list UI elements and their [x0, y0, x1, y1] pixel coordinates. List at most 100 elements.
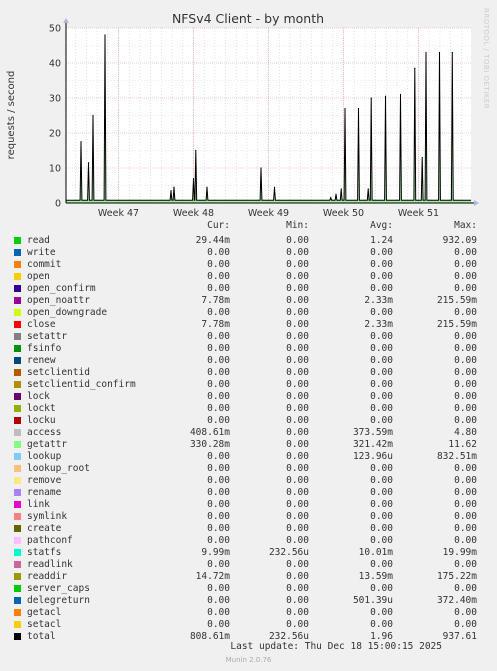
- legend-row-server_caps: server_caps 0.00 0.00 0.00 0.00: [0, 583, 497, 595]
- legend-cur: 0.00: [207, 415, 230, 426]
- legend-row-open: open 0.00 0.00 0.00 0.00: [0, 271, 497, 283]
- legend-avg: 0.00: [370, 523, 393, 534]
- legend-swatch: [14, 465, 21, 472]
- legend-avg: 0.00: [370, 559, 393, 570]
- legend-cur: 7.78m: [201, 319, 230, 330]
- legend-cur: 0.00: [207, 463, 230, 474]
- legend-cur: 0.00: [207, 595, 230, 606]
- legend-max: 19.99m: [442, 547, 477, 558]
- legend-swatch: [14, 345, 21, 352]
- legend-avg: 0.00: [370, 379, 393, 390]
- legend-max: 0.00: [454, 487, 477, 498]
- legend-name: server_caps: [27, 583, 90, 594]
- data-point: [384, 95, 387, 97]
- data-point: [335, 193, 337, 195]
- legend-max: 932.09: [442, 235, 477, 246]
- legend-swatch: [14, 537, 21, 544]
- legend-max: 0.00: [454, 523, 477, 534]
- legend-swatch: [14, 597, 21, 604]
- legend-swatch: [14, 381, 21, 388]
- header-min: Min:: [286, 220, 309, 231]
- legend-max: 0.00: [454, 499, 477, 510]
- legend-swatch: [14, 261, 21, 268]
- legend-max: 4.80: [454, 427, 477, 438]
- data-point: [425, 51, 427, 54]
- x-axis-arrow: [474, 200, 479, 206]
- legend-name: open_noattr: [27, 295, 90, 306]
- legend-avg: 0.00: [370, 367, 393, 378]
- legend-max: 0.00: [454, 271, 477, 282]
- x-tick-label: Week 50: [323, 208, 364, 219]
- legend-avg: 0.00: [370, 511, 393, 522]
- header-cur: Cur:: [207, 220, 230, 231]
- legend-swatch: [14, 357, 21, 364]
- legend-max: 0.00: [454, 535, 477, 546]
- legend-swatch: [14, 633, 21, 640]
- legend-avg: 0.00: [370, 247, 393, 258]
- data-point: [87, 162, 90, 164]
- legend-cur: 0.00: [207, 379, 230, 390]
- legend-cur: 0.00: [207, 523, 230, 534]
- legend-row-lookup_root: lookup_root 0.00 0.00 0.00 0.00: [0, 463, 497, 475]
- legend-cur: 0.00: [207, 451, 230, 462]
- legend-swatch: [14, 525, 21, 532]
- legend-name: open_downgrade: [27, 307, 108, 318]
- legend-min: 0.00: [286, 463, 309, 474]
- legend-cur: 0.00: [207, 247, 230, 258]
- header-avg: Avg:: [370, 220, 393, 231]
- data-point: [367, 188, 369, 190]
- data-point: [414, 67, 416, 69]
- legend-row-getattr: getattr 330.28m 0.00 321.42m 11.62: [0, 439, 497, 451]
- legend-min: 232.56u: [268, 547, 309, 558]
- legend-min: 0.00: [286, 427, 309, 438]
- legend-min: 0.00: [286, 355, 309, 366]
- data-point: [170, 190, 172, 192]
- legend-swatch: [14, 333, 21, 340]
- legend-cur: 0.00: [207, 403, 230, 414]
- legend-name: setacl: [27, 619, 62, 630]
- legend-name: read: [27, 235, 50, 246]
- legend-min: 0.00: [286, 619, 309, 630]
- legend-cur: 0.00: [207, 271, 230, 282]
- legend-max: 0.00: [454, 283, 477, 294]
- legend-row-read: read 29.44m 0.00 1.24 932.09: [0, 235, 497, 247]
- legend-row-commit: commit 0.00 0.00 0.00 0.00: [0, 259, 497, 271]
- legend-min: 0.00: [286, 523, 309, 534]
- legend-cur: 9.99m: [201, 547, 230, 558]
- legend-min: 0.00: [286, 511, 309, 522]
- legend-row-remove: remove 0.00 0.00 0.00 0.00: [0, 475, 497, 487]
- data-point: [340, 188, 342, 190]
- legend-name: symlink: [27, 511, 68, 522]
- legend-avg: 0.00: [370, 259, 393, 270]
- legend-name: locku: [27, 415, 56, 426]
- legend-min: 0.00: [286, 367, 309, 378]
- legend-min: 0.00: [286, 571, 309, 582]
- legend-max: 215.59m: [436, 295, 477, 306]
- legend-avg: 0.00: [370, 607, 393, 618]
- legend-max: 0.00: [454, 607, 477, 618]
- legend-max: 0.00: [454, 307, 477, 318]
- legend-avg: 1.24: [370, 235, 393, 246]
- legend-swatch: [14, 561, 21, 568]
- legend-row-symlink: symlink 0.00 0.00 0.00 0.00: [0, 511, 497, 523]
- legend-max: 215.59m: [436, 319, 477, 330]
- data-point: [370, 97, 372, 99]
- x-tick-label: Week 49: [248, 208, 289, 219]
- legend-max: 0.00: [454, 475, 477, 486]
- last-update: Last update: Thu Dec 18 15:00:15 2025: [230, 641, 442, 652]
- x-ticks: Week 47 Week 48 Week 49 Week 50 Week 51: [98, 208, 439, 219]
- y-tick-label: 30: [49, 94, 61, 105]
- legend-avg: 0.00: [370, 487, 393, 498]
- legend-min: 0.00: [286, 595, 309, 606]
- legend-swatch: [14, 405, 21, 412]
- legend-min: 0.00: [286, 295, 309, 306]
- legend-row-open_confirm: open_confirm 0.00 0.00 0.00 0.00: [0, 283, 497, 295]
- legend-avg: 0.00: [370, 403, 393, 414]
- legend-cur: 0.00: [207, 487, 230, 498]
- data-point: [206, 186, 208, 188]
- legend-row-setclientid: setclientid 0.00 0.00 0.00 0.00: [0, 367, 497, 379]
- legend-cur: 0.00: [207, 259, 230, 270]
- legend-name: rename: [27, 487, 62, 498]
- legend-min: 0.00: [286, 391, 309, 402]
- legend-cur: 0.00: [207, 283, 230, 294]
